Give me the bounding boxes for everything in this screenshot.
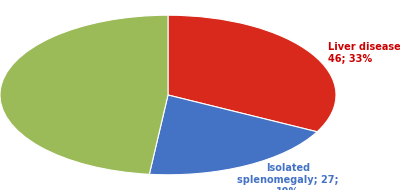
Wedge shape	[0, 15, 168, 174]
Text: Liver disease/PH;
46; 33%: Liver disease/PH; 46; 33%	[328, 42, 400, 64]
Text: No abnormalities;
68; 48%: No abnormalities; 68; 48%	[32, 88, 130, 110]
Wedge shape	[168, 15, 336, 132]
Text: Isolated
splenomegaly; 27;
19%: Isolated splenomegaly; 27; 19%	[237, 163, 339, 190]
Wedge shape	[149, 95, 317, 175]
